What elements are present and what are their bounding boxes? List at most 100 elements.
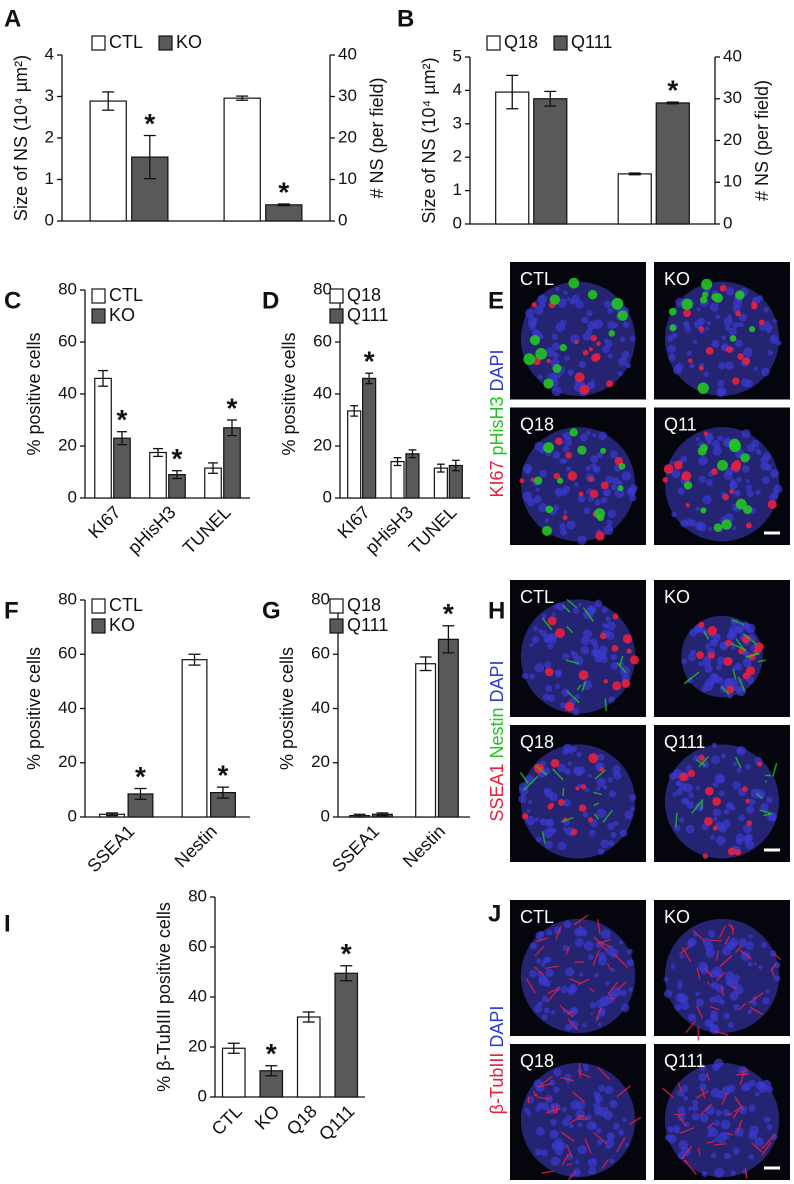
nucleus bbox=[585, 1114, 592, 1121]
stain-dot bbox=[725, 346, 733, 354]
y-tick-label: 20 bbox=[311, 752, 330, 771]
nucleus bbox=[715, 1109, 722, 1117]
nucleus bbox=[550, 1103, 556, 1109]
nucleus bbox=[532, 625, 539, 632]
stain-fiber bbox=[773, 953, 782, 961]
nucleus bbox=[551, 333, 559, 340]
nucleus bbox=[618, 357, 628, 367]
stain-fiber bbox=[707, 1122, 715, 1129]
nucleus bbox=[551, 386, 562, 397]
nucleus bbox=[701, 686, 708, 693]
stain-dot bbox=[553, 472, 561, 480]
nucleus bbox=[553, 1086, 560, 1093]
nucleus bbox=[629, 484, 638, 493]
stain-fiber bbox=[612, 952, 629, 968]
stain-dot bbox=[557, 477, 564, 484]
nucleus bbox=[705, 948, 715, 958]
nucleus bbox=[600, 497, 608, 504]
stain-dot bbox=[683, 481, 693, 490]
nucleus bbox=[535, 1148, 543, 1156]
nucleus bbox=[577, 1122, 583, 1128]
nucleus bbox=[766, 1124, 773, 1131]
nucleus bbox=[577, 602, 583, 607]
nucleus bbox=[696, 998, 705, 1007]
significance-star: * bbox=[135, 761, 146, 792]
nucleus bbox=[687, 937, 697, 947]
stain-fiber bbox=[559, 1004, 574, 1018]
nucleus bbox=[765, 327, 772, 333]
stain-fiber bbox=[710, 939, 722, 942]
stain-fiber bbox=[593, 791, 602, 796]
stain-fiber bbox=[706, 1141, 714, 1144]
nucleus bbox=[543, 787, 550, 794]
stain-fiber bbox=[721, 1092, 728, 1105]
nucleus bbox=[526, 809, 531, 814]
stain-fiber bbox=[578, 925, 582, 929]
nucleus bbox=[596, 786, 601, 792]
y-tick-label: 20 bbox=[58, 435, 77, 454]
error-bar bbox=[106, 812, 119, 817]
nucleus bbox=[538, 628, 543, 634]
stain-dot bbox=[569, 428, 578, 437]
stain-fiber bbox=[597, 1066, 610, 1080]
stain-fiber bbox=[727, 1113, 733, 1116]
y-tick-label: 0 bbox=[321, 806, 330, 825]
bar bbox=[223, 427, 241, 499]
nucleus bbox=[763, 307, 769, 313]
bar bbox=[223, 97, 261, 222]
y-tick-label: 40 bbox=[311, 698, 330, 717]
stain-dot bbox=[722, 494, 729, 501]
bar bbox=[94, 377, 112, 499]
nucleus bbox=[748, 1131, 758, 1140]
nucleus bbox=[735, 685, 744, 694]
significance-star: * bbox=[443, 598, 454, 629]
stain-fiber bbox=[759, 809, 772, 815]
nucleus bbox=[667, 1134, 677, 1144]
nucleus bbox=[726, 980, 733, 987]
nucleus bbox=[755, 489, 761, 495]
nucleus bbox=[670, 964, 676, 969]
nucleus bbox=[663, 989, 673, 998]
stain-dot bbox=[698, 326, 704, 332]
nucleus bbox=[731, 974, 740, 983]
stain-fiber bbox=[695, 759, 706, 767]
stain-dot bbox=[600, 481, 609, 490]
stain-fiber bbox=[674, 812, 678, 828]
nucleus bbox=[597, 1022, 602, 1027]
stain-dot bbox=[729, 488, 735, 494]
error-bar bbox=[208, 462, 218, 474]
nucleus bbox=[582, 332, 592, 341]
stain-fiber bbox=[692, 929, 706, 942]
y-tick-label: 60 bbox=[313, 331, 332, 350]
stain-fiber bbox=[700, 801, 704, 811]
stain-fiber bbox=[562, 787, 565, 797]
nucleus bbox=[761, 942, 768, 949]
nucleus bbox=[605, 981, 610, 986]
nucleus bbox=[607, 776, 613, 783]
x-tick-label: KO bbox=[251, 1101, 284, 1134]
nucleus bbox=[541, 1014, 548, 1021]
tile-label: Q11 bbox=[664, 414, 697, 434]
nucleus bbox=[673, 1124, 680, 1131]
stain-dot bbox=[629, 655, 639, 665]
stain-dot bbox=[600, 447, 607, 454]
nucleus bbox=[594, 499, 601, 506]
significance-star: * bbox=[227, 392, 238, 423]
stain-fiber bbox=[746, 652, 759, 659]
legend-swatch bbox=[91, 618, 106, 634]
stain-dot bbox=[727, 847, 736, 856]
nucleus bbox=[548, 792, 558, 802]
nucleus bbox=[594, 972, 600, 978]
nucleus bbox=[727, 314, 732, 319]
significance-star: * bbox=[117, 404, 128, 435]
tile-label: KO bbox=[664, 907, 690, 927]
nucleus bbox=[619, 940, 624, 945]
x-tick-label: pHisH3 bbox=[361, 502, 417, 558]
nucleus bbox=[704, 664, 713, 673]
stain-fiber bbox=[697, 1147, 701, 1156]
nucleus bbox=[738, 313, 747, 322]
nucleus bbox=[612, 1122, 620, 1130]
nucleus bbox=[716, 1133, 727, 1144]
stain-dot bbox=[608, 330, 615, 337]
nucleus bbox=[760, 461, 770, 471]
